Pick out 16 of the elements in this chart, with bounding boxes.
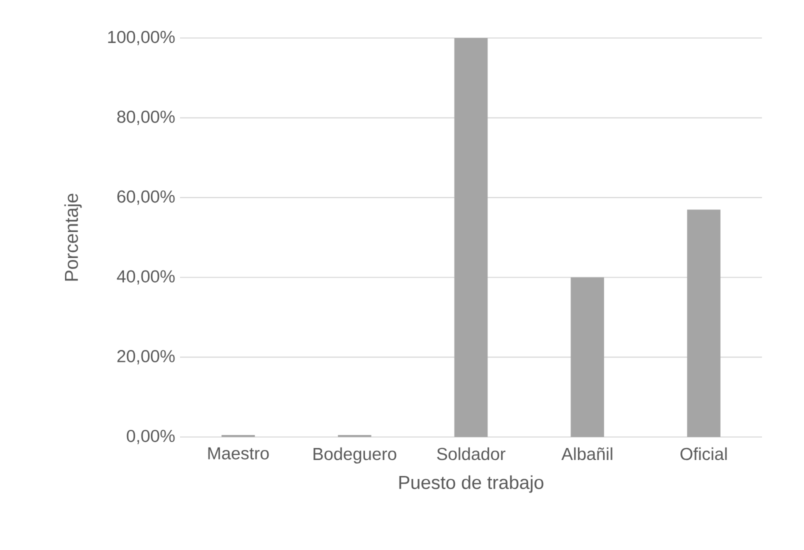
bar bbox=[687, 210, 720, 437]
x-tick-label: Oficial bbox=[680, 447, 727, 460]
bar bbox=[570, 277, 604, 437]
x-tick-label: Albañil bbox=[561, 447, 612, 460]
x-tick-label: Soldador bbox=[437, 447, 506, 460]
y-axis-title: Porcentaje bbox=[64, 194, 82, 281]
x-axis-title: Puesto de trabajo bbox=[399, 475, 544, 493]
y-tick-label: 20,00% bbox=[117, 350, 175, 364]
y-tick-label: 80,00% bbox=[117, 110, 175, 125]
x-tick-label: Bodeguero bbox=[314, 447, 396, 464]
y-tick-label: 0,00% bbox=[126, 430, 175, 444]
x-tick-label: Maestro bbox=[208, 447, 269, 460]
y-tick-label: 100,00% bbox=[108, 30, 175, 46]
y-tick-label: 60,00% bbox=[117, 190, 175, 205]
y-tick-label: 40,00% bbox=[116, 270, 175, 285]
bar bbox=[454, 38, 488, 437]
